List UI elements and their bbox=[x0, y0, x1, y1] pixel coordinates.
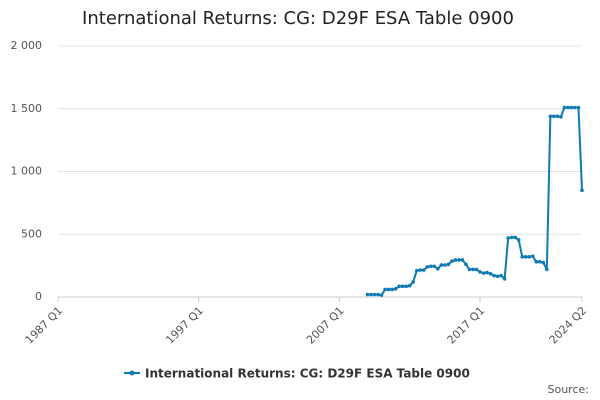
point bbox=[439, 263, 444, 267]
point bbox=[411, 280, 415, 284]
point bbox=[495, 274, 500, 279]
point bbox=[418, 268, 423, 272]
point bbox=[383, 287, 387, 292]
point bbox=[376, 292, 380, 297]
point bbox=[453, 258, 458, 262]
source: Source: bbox=[548, 383, 590, 396]
point bbox=[527, 255, 532, 259]
point bbox=[436, 266, 440, 271]
point bbox=[400, 284, 405, 289]
point bbox=[573, 105, 577, 110]
point bbox=[506, 236, 510, 240]
point bbox=[432, 264, 437, 269]
point bbox=[467, 267, 472, 272]
point bbox=[537, 260, 542, 264]
x-tick-label: 1997 Q1 bbox=[163, 304, 206, 347]
point bbox=[421, 268, 426, 272]
point bbox=[404, 284, 408, 289]
point bbox=[457, 258, 461, 262]
chart-title: International Returns: CG: D29F ESA Tabl… bbox=[82, 8, 514, 29]
point bbox=[414, 268, 419, 273]
point bbox=[390, 287, 394, 292]
y-tick-label: 2 000 bbox=[11, 39, 43, 52]
point bbox=[534, 260, 539, 264]
legend-marker bbox=[129, 370, 135, 376]
point bbox=[520, 255, 525, 259]
point bbox=[446, 262, 451, 267]
x-tick-label: 1987 Q1 bbox=[23, 304, 66, 347]
point bbox=[393, 287, 398, 291]
point bbox=[562, 105, 567, 110]
y-tick-label: 1 000 bbox=[11, 165, 43, 178]
point bbox=[552, 114, 556, 119]
point bbox=[545, 267, 549, 272]
point bbox=[460, 258, 465, 262]
point bbox=[530, 254, 535, 259]
point bbox=[513, 235, 517, 240]
y-tick-label: 1 500 bbox=[11, 102, 43, 115]
point bbox=[464, 262, 468, 267]
y-tick-label: 500 bbox=[21, 227, 42, 240]
point bbox=[450, 259, 454, 264]
point bbox=[569, 105, 574, 110]
point bbox=[566, 105, 570, 110]
point bbox=[576, 105, 581, 110]
point bbox=[499, 273, 503, 278]
point bbox=[548, 114, 553, 119]
point bbox=[443, 263, 447, 267]
point bbox=[516, 238, 521, 242]
point bbox=[478, 270, 482, 274]
point bbox=[397, 284, 401, 289]
point bbox=[580, 188, 584, 193]
point bbox=[481, 271, 486, 275]
point bbox=[492, 273, 496, 278]
line bbox=[367, 106, 583, 297]
point bbox=[386, 287, 391, 292]
point bbox=[428, 264, 433, 269]
legend-label: International Returns: CG: D29F ESA Tabl… bbox=[145, 367, 470, 381]
point bbox=[474, 267, 479, 272]
point bbox=[425, 265, 430, 269]
x-tick-label: 2024 Q2 bbox=[547, 304, 590, 347]
point bbox=[559, 115, 563, 119]
point bbox=[555, 114, 560, 119]
point bbox=[541, 260, 546, 265]
x-tick-label: 2017 Q1 bbox=[445, 304, 488, 347]
point bbox=[502, 277, 507, 281]
point bbox=[523, 255, 528, 259]
point bbox=[407, 283, 412, 288]
point bbox=[365, 292, 370, 297]
point bbox=[488, 271, 493, 276]
y-tick-label: 0 bbox=[35, 290, 42, 303]
point bbox=[369, 292, 373, 297]
x-tick-label: 2007 Q1 bbox=[304, 304, 347, 347]
point bbox=[471, 267, 475, 272]
point bbox=[372, 292, 377, 297]
point bbox=[485, 270, 489, 275]
point bbox=[379, 293, 384, 297]
point bbox=[509, 235, 514, 240]
